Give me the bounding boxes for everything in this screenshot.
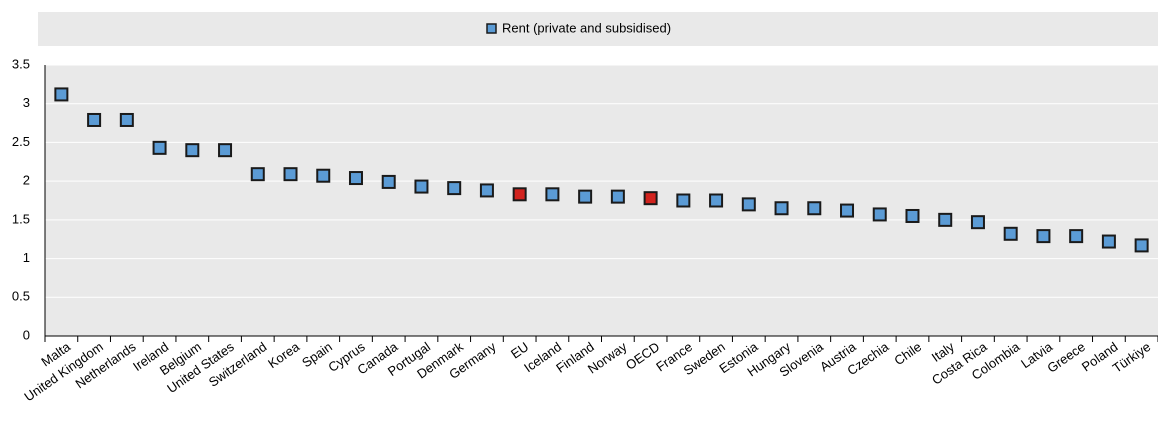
legend-marker <box>486 23 497 34</box>
data-point <box>250 167 265 182</box>
legend-band <box>38 12 1158 46</box>
data-point <box>119 112 134 127</box>
data-point <box>1101 234 1116 249</box>
y-tick-label: 1.5 <box>12 211 30 226</box>
data-point <box>741 197 756 212</box>
legend-label: Rent (private and subsidised) <box>502 20 671 35</box>
data-point <box>1036 229 1051 244</box>
data-point <box>905 208 920 223</box>
data-point <box>643 191 658 206</box>
plot-background <box>45 65 1158 336</box>
data-point <box>87 112 102 127</box>
data-point <box>938 212 953 227</box>
data-point <box>479 183 494 198</box>
data-point <box>414 179 429 194</box>
y-tick-label: 1 <box>23 250 30 265</box>
y-tick-label: 3.5 <box>12 56 30 71</box>
x-tick-label: Türkiye <box>1110 339 1154 376</box>
y-tick-label: 2 <box>23 173 30 188</box>
data-point <box>381 174 396 189</box>
data-point <box>970 215 985 230</box>
y-tick-label: 0.5 <box>12 289 30 304</box>
x-tick-label: Chile <box>891 339 924 368</box>
data-point <box>774 201 789 216</box>
data-point <box>1003 226 1018 241</box>
data-point <box>709 193 724 208</box>
data-point <box>316 168 331 183</box>
data-point <box>54 87 69 102</box>
data-point <box>807 201 822 216</box>
data-point <box>348 171 363 186</box>
data-point <box>872 207 887 222</box>
x-tick-label: Korea <box>265 339 303 372</box>
x-tick-label: Greece <box>1044 339 1088 376</box>
data-point <box>1134 238 1149 253</box>
y-tick-label: 2.5 <box>12 134 30 149</box>
data-point <box>676 193 691 208</box>
data-point <box>512 187 527 202</box>
data-point <box>447 181 462 196</box>
data-point <box>610 189 625 204</box>
data-point <box>840 203 855 218</box>
data-point <box>218 143 233 158</box>
data-point <box>152 140 167 155</box>
data-point <box>545 187 560 202</box>
data-point <box>578 189 593 204</box>
data-point <box>1069 229 1084 244</box>
y-tick-label: 0 <box>23 327 30 342</box>
data-point <box>185 143 200 158</box>
data-point <box>283 167 298 182</box>
y-tick-label: 3 <box>23 95 30 110</box>
